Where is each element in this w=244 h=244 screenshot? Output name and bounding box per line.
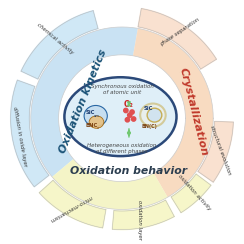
Text: Crystallization: Crystallization <box>178 67 210 157</box>
Polygon shape <box>138 9 216 69</box>
Polygon shape <box>171 174 211 213</box>
Circle shape <box>125 118 130 122</box>
Text: Synchronous oxidation: Synchronous oxidation <box>91 84 153 89</box>
Text: oxidation layer: oxidation layer <box>137 200 142 240</box>
Text: Oxidation behavior: Oxidation behavior <box>70 166 187 176</box>
Wedge shape <box>52 159 168 209</box>
Circle shape <box>124 108 128 113</box>
Text: SiC: SiC <box>86 110 95 115</box>
Text: of atomic unit: of atomic unit <box>103 90 141 95</box>
Text: Oxidation kinetics: Oxidation kinetics <box>58 48 109 155</box>
Text: oxidation activity: oxidation activity <box>177 174 211 212</box>
Text: O₂: O₂ <box>124 100 134 109</box>
Polygon shape <box>11 80 49 187</box>
Polygon shape <box>112 200 174 230</box>
Text: structural evolution: structural evolution <box>209 125 232 176</box>
Circle shape <box>130 110 134 114</box>
Wedge shape <box>133 28 213 197</box>
Text: BNC: BNC <box>86 123 98 128</box>
Ellipse shape <box>147 108 162 122</box>
Ellipse shape <box>89 116 104 128</box>
Polygon shape <box>198 122 233 182</box>
Ellipse shape <box>140 103 166 127</box>
Text: phase separation: phase separation <box>159 17 201 47</box>
Text: chemical activity: chemical activity <box>36 22 74 55</box>
Polygon shape <box>39 180 106 228</box>
Text: diffusion in oxide layer: diffusion in oxide layer <box>12 106 28 167</box>
Text: BN(C): BN(C) <box>142 124 158 129</box>
Text: SiC: SiC <box>144 106 153 112</box>
Wedge shape <box>31 27 138 177</box>
Circle shape <box>128 113 132 117</box>
Polygon shape <box>21 11 98 79</box>
Text: am: am <box>93 114 99 118</box>
Ellipse shape <box>84 105 107 126</box>
Text: of different phases: of different phases <box>96 149 148 154</box>
Text: x: x <box>97 126 99 130</box>
Ellipse shape <box>64 77 176 156</box>
Text: Heterogeneous oxidation: Heterogeneous oxidation <box>87 143 157 148</box>
Circle shape <box>132 117 136 121</box>
Text: micro-mechanism: micro-mechanism <box>48 194 92 222</box>
